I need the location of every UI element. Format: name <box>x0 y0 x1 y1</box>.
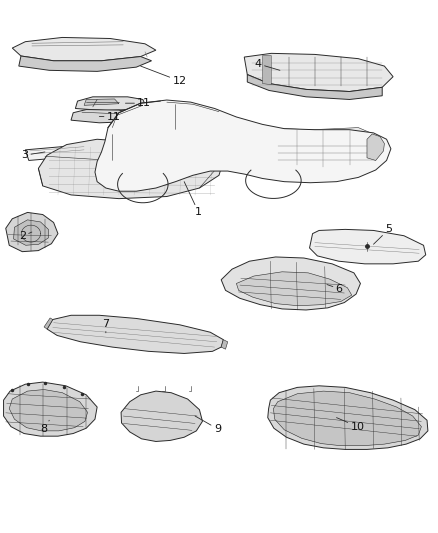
Polygon shape <box>4 382 97 436</box>
Text: 11: 11 <box>99 112 121 122</box>
Polygon shape <box>39 139 223 199</box>
Polygon shape <box>271 127 385 168</box>
Polygon shape <box>268 386 428 449</box>
Polygon shape <box>244 53 393 92</box>
Text: 3: 3 <box>21 150 45 160</box>
Polygon shape <box>19 56 152 71</box>
Text: 12: 12 <box>141 66 187 86</box>
Polygon shape <box>71 110 136 123</box>
Polygon shape <box>121 391 202 441</box>
Text: 6: 6 <box>327 284 343 294</box>
Polygon shape <box>367 134 385 160</box>
Text: 8: 8 <box>41 420 49 434</box>
Text: 10: 10 <box>336 418 364 432</box>
Polygon shape <box>25 144 91 160</box>
Text: 7: 7 <box>102 319 110 333</box>
Text: 11: 11 <box>125 98 151 108</box>
Polygon shape <box>262 55 271 85</box>
Polygon shape <box>310 229 426 264</box>
Polygon shape <box>95 100 391 191</box>
Polygon shape <box>9 390 88 431</box>
Polygon shape <box>6 213 58 252</box>
Text: 4: 4 <box>254 59 280 70</box>
Polygon shape <box>273 391 421 446</box>
Polygon shape <box>14 220 48 245</box>
Polygon shape <box>44 318 53 329</box>
Polygon shape <box>12 37 156 61</box>
Polygon shape <box>47 316 223 353</box>
Polygon shape <box>247 75 382 100</box>
Text: 1: 1 <box>184 182 202 217</box>
Text: 9: 9 <box>195 416 221 434</box>
Polygon shape <box>75 97 145 111</box>
Polygon shape <box>221 257 360 310</box>
Polygon shape <box>84 99 119 106</box>
Polygon shape <box>221 340 228 349</box>
Text: 5: 5 <box>374 224 392 244</box>
Polygon shape <box>237 272 352 306</box>
Text: 2: 2 <box>19 231 32 241</box>
